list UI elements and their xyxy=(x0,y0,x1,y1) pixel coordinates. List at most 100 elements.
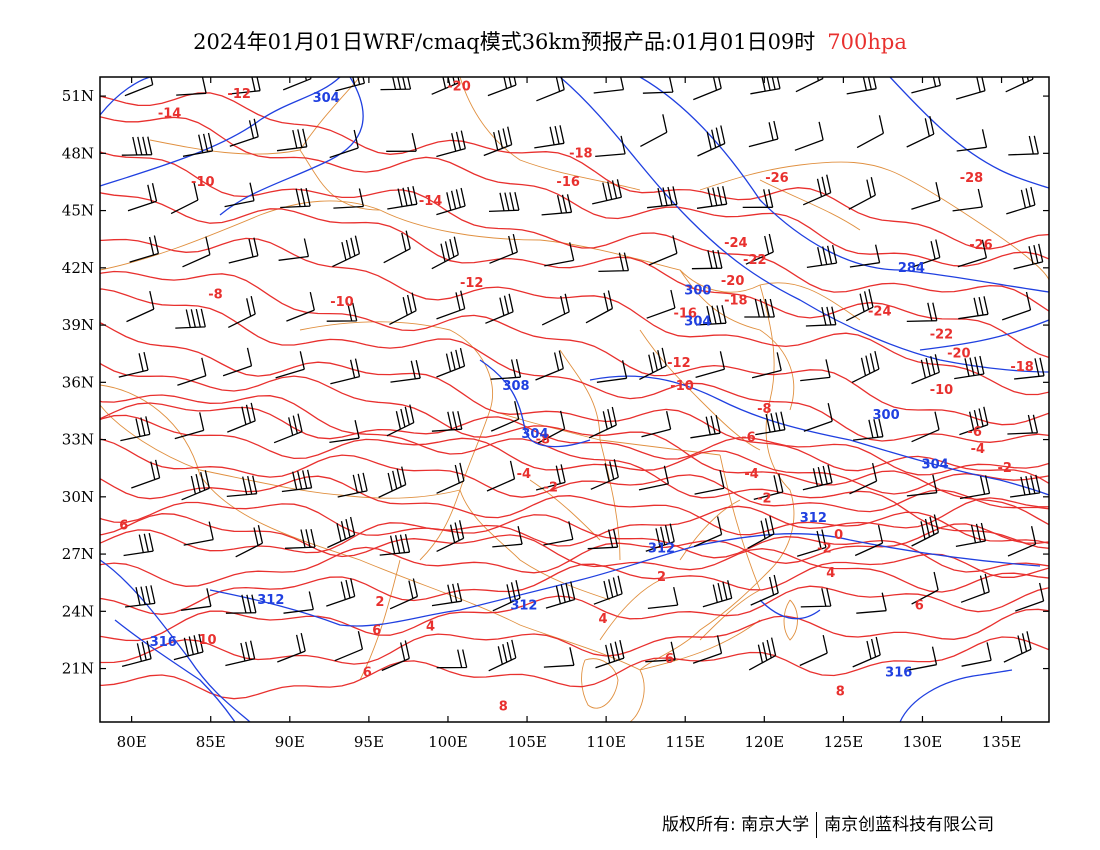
wind-barb xyxy=(492,526,523,548)
wind-barb xyxy=(800,587,832,608)
wind-barb xyxy=(534,125,565,149)
isotherm-line xyxy=(100,321,1049,485)
wind-barb xyxy=(802,174,832,206)
wind-barb xyxy=(124,77,154,97)
wind-barb xyxy=(277,632,306,663)
wind-barb xyxy=(755,411,786,436)
wind-barb xyxy=(229,118,259,147)
isotherm-line xyxy=(100,270,1049,426)
wind-barb xyxy=(182,236,211,268)
wind-barb xyxy=(436,520,465,552)
wind-barb xyxy=(911,182,941,210)
wind-barb xyxy=(911,239,941,268)
lat-tick-label: 45N xyxy=(62,202,94,220)
wind-barb xyxy=(174,412,205,440)
wind-barb xyxy=(849,244,881,268)
wind-barb xyxy=(588,406,617,439)
wind-barb xyxy=(436,462,465,494)
wind-barb xyxy=(284,528,316,549)
temperature-label: 4 xyxy=(598,612,607,627)
title-level: 700hpa xyxy=(827,30,907,54)
wind-barb xyxy=(697,125,726,157)
wind-barb xyxy=(175,308,206,329)
wind-barb xyxy=(121,136,153,156)
height-contour-line xyxy=(100,559,251,722)
wind-barb xyxy=(436,290,466,320)
wind-barb xyxy=(694,470,725,495)
lat-tick-label: 30N xyxy=(62,488,94,506)
wind-barb xyxy=(327,516,356,549)
height-contour-line xyxy=(919,319,1049,351)
lon-tick-label: 85E xyxy=(196,733,226,751)
lat-tick-label: 33N xyxy=(62,431,94,449)
temperature-label: 6 xyxy=(665,652,674,667)
wind-barb xyxy=(228,295,256,328)
lon-tick-label: 80E xyxy=(117,733,147,751)
wind-barb xyxy=(690,415,721,439)
isotherm-line xyxy=(100,237,1049,396)
wind-barb xyxy=(387,186,418,210)
wind-barb xyxy=(183,521,214,546)
copyright-footer: 版权所有: 南京大学 南京创蓝科技有限公司 xyxy=(662,810,994,838)
wind-barb xyxy=(125,585,156,608)
wind-barb xyxy=(488,192,520,213)
isotherm-line xyxy=(100,191,1049,359)
wind-barb xyxy=(1008,135,1039,156)
wind-barb xyxy=(851,350,880,383)
axis-ticks: 51N 48N 45N 42N 39N 36N 33N 30N 27N 24N 21N 80E 85E 9… xyxy=(62,77,1049,751)
wind-barb xyxy=(127,183,158,212)
temperature-label: -16 xyxy=(556,175,580,190)
wind-barb xyxy=(222,347,253,377)
lon-tick-label: 130E xyxy=(903,733,943,751)
wind-barb xyxy=(952,188,983,212)
wind-barb xyxy=(751,352,782,379)
wind-barb xyxy=(326,578,356,607)
isotherm-line xyxy=(100,438,1049,513)
isotherm-line xyxy=(100,116,1049,267)
wind-barb xyxy=(337,472,368,498)
temperature-label: -26 xyxy=(969,238,993,253)
temperature-label: -22 xyxy=(743,253,767,268)
height-label: 308 xyxy=(502,379,529,394)
china-border xyxy=(100,161,1049,722)
wind-barb xyxy=(911,411,940,443)
temperature-label: -14 xyxy=(158,106,182,121)
wind-barb xyxy=(805,306,837,327)
wind-barb xyxy=(228,237,259,264)
temperature-label: -18 xyxy=(1010,360,1034,375)
wind-barb xyxy=(535,350,564,381)
country-province-boundaries xyxy=(100,77,1049,722)
wind-barb xyxy=(181,470,210,501)
wind-barb xyxy=(641,411,672,438)
wind-barb xyxy=(1003,631,1032,663)
wind-barb xyxy=(957,239,988,268)
temperature-label: -24 xyxy=(868,305,892,320)
isotherm-line xyxy=(100,636,1049,700)
wind-barb xyxy=(911,571,939,605)
wind-barb xyxy=(490,359,522,380)
wind-barb xyxy=(543,521,574,546)
temperature-label: -6 xyxy=(967,425,981,440)
wind-barb xyxy=(744,298,775,318)
wind-barb xyxy=(846,289,874,322)
isotherm-line xyxy=(100,553,1049,615)
wind-barb xyxy=(329,129,359,159)
height-label: 300 xyxy=(684,284,711,299)
temperature-label: 2 xyxy=(657,570,666,585)
wind-barb xyxy=(177,357,207,386)
wind-barb xyxy=(745,233,774,265)
temperature-label: 8 xyxy=(836,684,845,699)
temperature-label: -14 xyxy=(419,194,443,209)
wind-barb xyxy=(544,242,575,267)
temperature-label: -6 xyxy=(741,431,755,446)
wind-barb xyxy=(173,633,204,661)
temperature-label: 4 xyxy=(426,620,435,635)
wind-barb xyxy=(286,291,315,322)
height-label: 304 xyxy=(922,457,949,472)
wind-barb xyxy=(431,77,460,95)
temperature-label: -4 xyxy=(971,442,985,457)
lon-tick-label: 115E xyxy=(665,733,705,751)
temperature-label: -12 xyxy=(227,87,251,102)
wind-barb xyxy=(170,181,199,215)
temperature-label: -20 xyxy=(947,347,971,362)
